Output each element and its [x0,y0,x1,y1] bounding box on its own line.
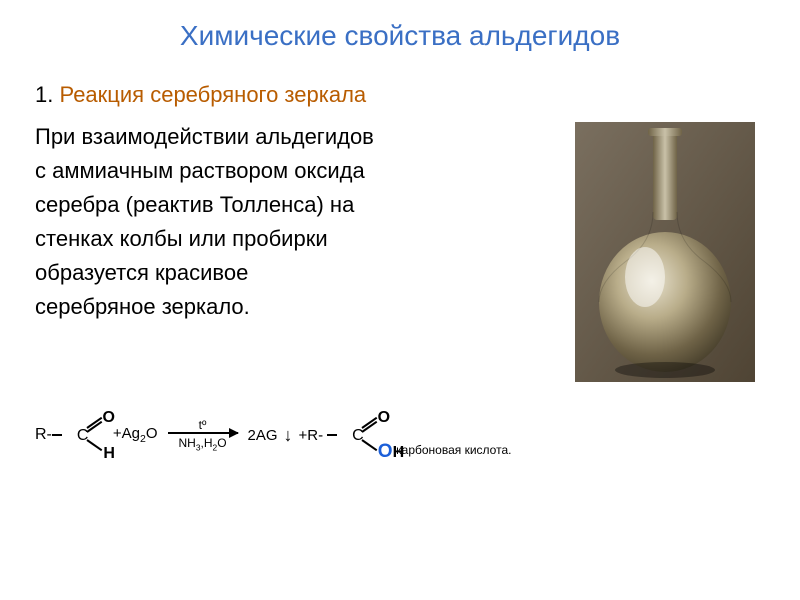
oh-oxygen: O [378,441,393,462]
flask-svg [575,122,755,382]
oxygen-atom-2: O [378,409,390,427]
precipitate-arrow: ↓ [284,425,293,446]
rc-bond [52,434,62,436]
product-silver: 2AG [248,427,278,444]
body-line: образуется красивое [35,256,560,290]
subtitle-text: Реакция серебряного зеркала [59,82,366,107]
plus-ag: +Ag [113,425,140,442]
reactant-aldehyde: R- C O H [35,407,109,463]
reaction-equation: R- C O H +Ag2O tº NH3,H2O 2AG ↓ +R- C O [35,407,765,463]
flask-image-column [575,82,765,382]
rc-bond-2 [327,434,337,436]
plus-r: +R- [299,427,324,444]
nh: NH [179,436,196,450]
body-line: При взаимодействии альдегидов [35,120,560,154]
body-line: серебра (реактив Толленса) на [35,188,560,222]
oh-hydrogen: H [393,444,405,461]
section-subtitle: 1. Реакция серебряного зеркала [35,82,560,108]
cho-group: C O H [63,407,109,463]
plus-ag2o: +Ag2O [113,425,158,445]
page-title: Химические свойства альдегидов [35,20,765,52]
arrow-condition-top: tº [199,418,207,432]
flask-illustration [575,122,755,382]
reaction-arrow: tº NH3,H2O [168,418,238,452]
h2o-o: O [217,436,226,450]
arrow-line [168,432,238,434]
content-row: 1. Реакция серебряного зеркала При взаим… [35,82,765,382]
cooh-group: C O OH [338,407,384,463]
body-text: При взаимодействии альдегидовс аммиачным… [35,120,560,325]
subtitle-number: 1. [35,82,53,107]
ag2o-o: O [146,425,158,442]
body-line: серебряное зеркало. [35,290,560,324]
body-line: стенках колбы или пробирки [35,222,560,256]
body-line: с аммиачным раствором оксида [35,154,560,188]
text-column: 1. Реакция серебряного зеркала При взаим… [35,82,560,382]
oxygen-atom: O [102,409,114,427]
hydroxyl-group: OH [378,441,404,463]
r-group: R- [35,426,52,444]
single-bond-2 [362,439,378,451]
carboxylic-acid-label: карбоновая кислота. [396,443,511,463]
comma-h: ,H [201,436,213,450]
product-acid: C O OH [327,407,384,463]
single-bond [86,439,102,451]
arrow-condition-bottom: NH3,H2O [179,436,227,452]
hydrogen-atom: H [103,445,115,463]
